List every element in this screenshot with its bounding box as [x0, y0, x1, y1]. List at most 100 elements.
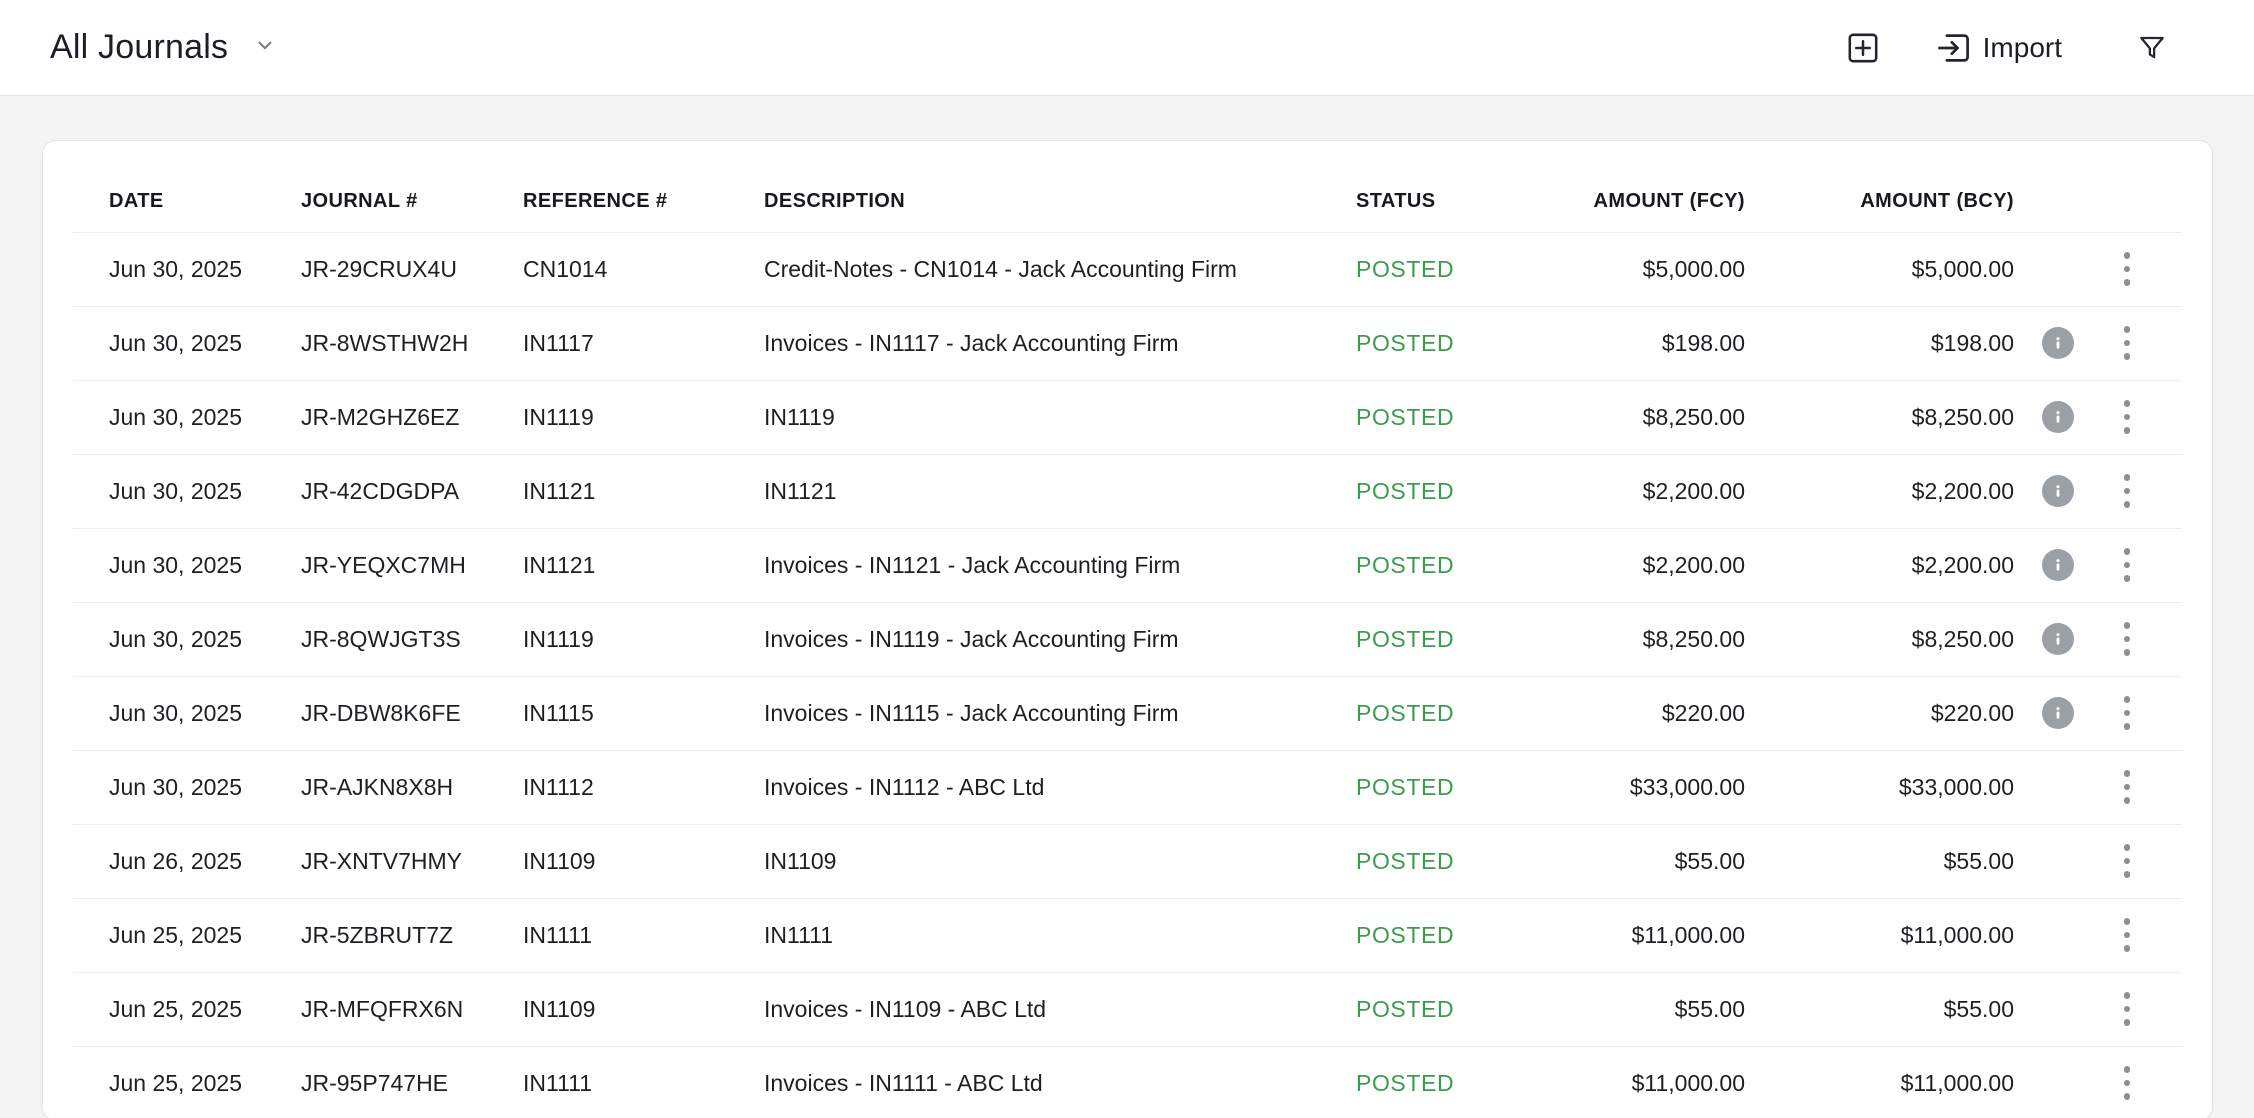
cell-reference-number: IN1115	[523, 699, 594, 726]
table-row[interactable]: Jun 30, 2025 JR-29CRUX4U CN1014 Credit-N…	[43, 232, 2212, 306]
cell-description: Invoices - IN1109 - ABC Ltd	[764, 995, 1047, 1022]
status-badge: POSTED	[1356, 477, 1455, 504]
table-row[interactable]: Jun 30, 2025 JR-42CDGDPA IN1121 IN1121 P…	[43, 454, 2212, 528]
plus-square-icon	[1845, 30, 1881, 66]
info-icon[interactable]	[2042, 549, 2074, 581]
kebab-menu-icon[interactable]	[2114, 764, 2141, 810]
info-icon[interactable]	[2042, 475, 2074, 507]
cell-description: IN1111	[764, 921, 834, 948]
cell-journal-number: JR-29CRUX4U	[301, 255, 457, 282]
cell-journal-number: JR-M2GHZ6EZ	[301, 403, 460, 430]
kebab-menu-icon[interactable]	[2114, 986, 2141, 1032]
cell-amount-fcy: $55.00	[1674, 995, 1745, 1022]
kebab-menu-icon[interactable]	[2114, 246, 2141, 292]
info-cell	[2014, 475, 2102, 507]
status-badge: POSTED	[1356, 403, 1455, 430]
column-header-journal-number: JOURNAL #	[301, 190, 418, 212]
cell-amount-bcy: $55.00	[1943, 847, 2014, 874]
cell-journal-number: JR-5ZBRUT7Z	[301, 921, 454, 948]
kebab-menu-icon[interactable]	[2114, 912, 2141, 958]
cell-amount-fcy: $11,000.00	[1631, 921, 1745, 948]
topbar-actions: Import	[1845, 29, 2168, 67]
cell-description: Invoices - IN1111 - ABC Ltd	[764, 1069, 1043, 1096]
cell-amount-bcy: $33,000.00	[1898, 773, 2014, 800]
row-actions-cell	[2102, 912, 2152, 958]
info-icon[interactable]	[2042, 327, 2074, 359]
table-row[interactable]: Jun 30, 2025 JR-8QWJGT3S IN1119 Invoices…	[43, 602, 2212, 676]
cell-date: Jun 30, 2025	[109, 329, 243, 356]
table-row[interactable]: Jun 25, 2025 JR-95P747HE IN1111 Invoices…	[43, 1046, 2212, 1118]
import-button[interactable]: Import	[1935, 29, 2062, 67]
cell-amount-bcy: $8,250.00	[1911, 625, 2014, 652]
cell-amount-bcy: $11,000.00	[1900, 921, 2014, 948]
info-cell	[2014, 993, 2102, 1025]
table-row[interactable]: Jun 26, 2025 JR-XNTV7HMY IN1109 IN1109 P…	[43, 824, 2212, 898]
cell-journal-number: JR-YEQXC7MH	[301, 551, 466, 578]
journal-type-dropdown[interactable]: All Journals	[50, 28, 276, 67]
funnel-filter-icon	[2136, 31, 2168, 65]
info-icon[interactable]	[2042, 623, 2074, 655]
info-icon[interactable]	[2042, 401, 2074, 433]
topbar: All Journals Import	[0, 0, 2254, 96]
kebab-menu-icon[interactable]	[2114, 690, 2141, 736]
row-actions-cell	[2102, 542, 2152, 588]
cell-amount-bcy: $5,000.00	[1911, 255, 2014, 282]
table-row[interactable]: Jun 30, 2025 JR-AJKN8X8H IN1112 Invoices…	[43, 750, 2212, 824]
cell-amount-fcy: $55.00	[1674, 847, 1745, 874]
cell-reference-number: IN1121	[523, 477, 596, 504]
table-body: Jun 30, 2025 JR-29CRUX4U CN1014 Credit-N…	[43, 232, 2212, 1118]
cell-amount-bcy: $2,200.00	[1911, 551, 2014, 578]
row-actions-cell	[2102, 394, 2152, 440]
cell-journal-number: JR-42CDGDPA	[301, 477, 460, 504]
cell-description: Invoices - IN1119 - Jack Accounting Firm	[764, 625, 1179, 652]
table-row[interactable]: Jun 30, 2025 JR-8WSTHW2H IN1117 Invoices…	[43, 306, 2212, 380]
cell-journal-number: JR-8WSTHW2H	[301, 329, 469, 356]
status-badge: POSTED	[1356, 1069, 1455, 1096]
table-row[interactable]: Jun 30, 2025 JR-DBW8K6FE IN1115 Invoices…	[43, 676, 2212, 750]
info-cell	[2014, 919, 2102, 951]
import-icon	[1935, 29, 1973, 67]
cell-description: IN1121	[764, 477, 837, 504]
cell-amount-fcy: $8,250.00	[1642, 403, 1745, 430]
kebab-menu-icon[interactable]	[2114, 616, 2141, 662]
cell-description: Invoices - IN1112 - ABC Ltd	[764, 773, 1045, 800]
cell-amount-bcy: $8,250.00	[1911, 403, 2014, 430]
cell-amount-fcy: $2,200.00	[1642, 477, 1745, 504]
cell-journal-number: JR-95P747HE	[301, 1069, 449, 1096]
kebab-menu-icon[interactable]	[2114, 394, 2141, 440]
cell-reference-number: IN1117	[523, 329, 594, 356]
info-cell	[2014, 549, 2102, 581]
cell-date: Jun 26, 2025	[109, 847, 243, 874]
status-badge: POSTED	[1356, 255, 1455, 282]
cell-journal-number: JR-MFQFRX6N	[301, 995, 464, 1022]
kebab-menu-icon[interactable]	[2114, 542, 2141, 588]
cell-description: Invoices - IN1121 - Jack Accounting Firm	[764, 551, 1181, 578]
status-badge: POSTED	[1356, 773, 1455, 800]
column-header-reference-number: REFERENCE #	[523, 190, 668, 212]
info-cell	[2014, 253, 2102, 285]
table-row[interactable]: Jun 30, 2025 JR-M2GHZ6EZ IN1119 IN1119 P…	[43, 380, 2212, 454]
row-actions-cell	[2102, 1060, 2152, 1106]
cell-journal-number: JR-DBW8K6FE	[301, 699, 461, 726]
new-journal-button[interactable]	[1845, 30, 1881, 66]
kebab-menu-icon[interactable]	[2114, 320, 2141, 366]
table-row[interactable]: Jun 30, 2025 JR-YEQXC7MH IN1121 Invoices…	[43, 528, 2212, 602]
cell-description: IN1119	[764, 403, 835, 430]
column-header-amount-fcy: AMOUNT (FCY)	[1593, 190, 1745, 212]
cell-journal-number: JR-8QWJGT3S	[301, 625, 461, 652]
kebab-menu-icon[interactable]	[2114, 1060, 2141, 1106]
table-row[interactable]: Jun 25, 2025 JR-5ZBRUT7Z IN1111 IN1111 P…	[43, 898, 2212, 972]
kebab-menu-icon[interactable]	[2114, 838, 2141, 884]
table-row[interactable]: Jun 25, 2025 JR-MFQFRX6N IN1109 Invoices…	[43, 972, 2212, 1046]
status-badge: POSTED	[1356, 699, 1455, 726]
cell-date: Jun 30, 2025	[109, 551, 243, 578]
kebab-menu-icon[interactable]	[2114, 468, 2141, 514]
info-cell	[2014, 327, 2102, 359]
filter-button[interactable]	[2136, 31, 2168, 65]
cell-date: Jun 25, 2025	[109, 1069, 243, 1096]
column-header-status: STATUS	[1356, 190, 1436, 212]
info-icon[interactable]	[2042, 697, 2074, 729]
cell-date: Jun 30, 2025	[109, 699, 243, 726]
cell-reference-number: CN1014	[523, 255, 608, 282]
